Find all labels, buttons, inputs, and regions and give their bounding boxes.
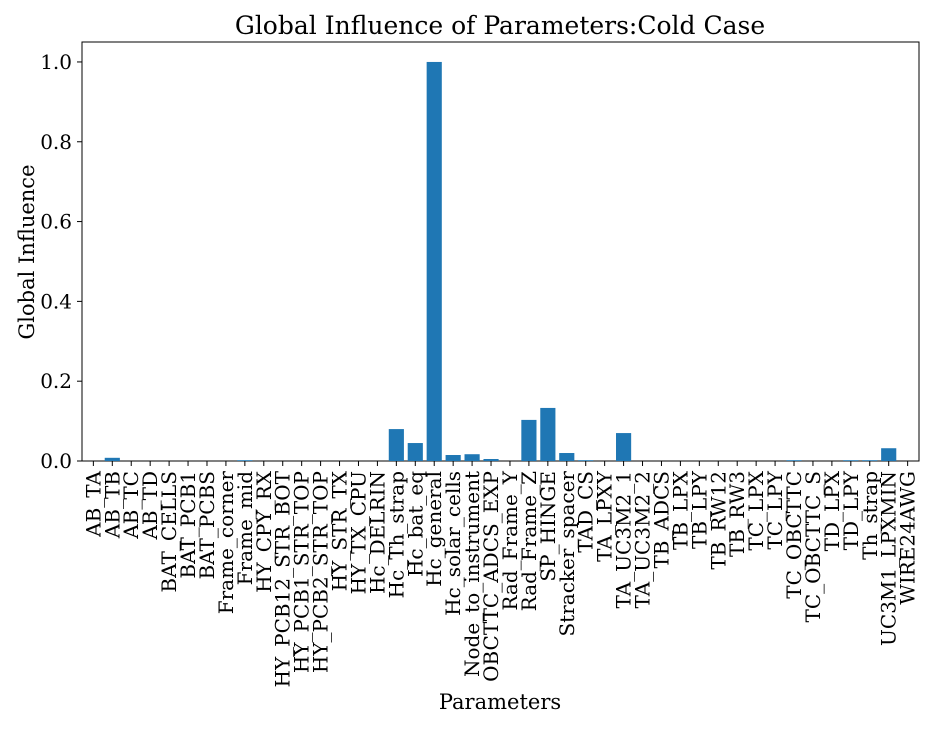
x-tick-label: Rad_Frame_Z [517,471,541,611]
plot-area [81,41,920,462]
y-tick-label: 0.6 [40,210,72,234]
x-tick-label: HY_TX_CPU [346,471,370,595]
x-tick-label: TC_LPY [763,470,787,549]
x-tick-label: Hc_DELRIN [365,471,389,594]
bar-rad-frame-z [521,419,537,461]
x-tick-label: WIRE24AWG [896,471,920,605]
bar-hc-solar-cells [445,455,461,461]
x-axis: AB_TAAB_TBAB_TCAB_TDBAT_CELLSBAT_PCB1BAT… [81,461,920,687]
x-tick-label: AB_TA [81,470,105,537]
x-tick-label: TA_LPXY [593,470,617,562]
x-tick-label: BAT_CELLS [157,471,181,593]
x-tick-label: TAD_CS [574,471,598,553]
bar-node-to-instrument [464,454,480,461]
x-tick-label: TA_UC3M2_2 [631,471,655,609]
bar-hc-general [426,61,442,461]
x-tick-label: TA_UC3M2_1 [612,471,636,609]
x-tick-label: AB_TB [100,471,124,539]
x-tick-label: TB_ADCS [649,471,673,569]
x-tick-label: Node_to_instrument [460,471,484,677]
plot-frame [81,41,920,462]
x-tick-label: TD_LPX [820,470,844,551]
x-tick-label: HY_CPY_RX [252,470,276,593]
y-axis: 0.0 0.2 0.4 0.6 0.8 1.0 [40,50,82,473]
x-tick-label: TB_RW12 [706,471,730,570]
x-tick-label: TB_LPY [687,470,711,549]
x-tick-label: Frame_mid [233,471,257,586]
x-tick-label: BAT_PCB1 [176,471,200,579]
x-tick-label: Hc_bat_eq [403,471,427,577]
bar-td-lpy [843,460,859,461]
x-tick-label: Hc_Th_strap [384,471,408,598]
x-tick-label: UC3M1_LPXMIN [877,471,901,646]
x-tick-label: TC_OBCTTC [782,471,806,599]
x-tick-label: HY_PCB1_STR_TOP [290,471,314,673]
x-tick-label: HY_PCB2_STR_TOP [309,471,333,673]
x-axis-label: Parameters [439,690,561,714]
y-tick-label: 0.0 [40,449,72,473]
x-tick-label: Hc_solar_cells [441,471,465,616]
bar-th-strap [862,460,878,461]
bar-obcttc-adcs-exp [483,459,499,461]
y-tick-label: 0.2 [40,369,72,393]
x-tick-label: TC_OBCTTC_S [801,471,825,622]
bar-stracker-spacer [559,453,575,461]
bar-ta-uc3m2-1 [616,433,632,461]
x-tick-label: Hc_general [422,471,446,587]
bar-ab-tb [104,457,120,461]
y-axis-label: Global Influence [15,165,39,340]
x-tick-label: Stracker_spacer [555,471,579,637]
x-tick-label: HY_PCB12_STR_BOT [271,470,295,687]
x-tick-label: AB_TC [119,471,143,540]
x-tick-label: OBCTTC_ADCS_EXP [479,471,503,682]
y-tick-label: 0.8 [40,130,72,154]
x-tick-label: Th_strap [858,471,882,560]
x-tick-label: TB_LPX [668,470,692,550]
y-tick-label: 1.0 [40,50,72,74]
y-tick-label: 0.4 [40,289,72,313]
x-tick-label: Rad_Frame_Y [498,470,522,610]
bar-sp-hinge [540,407,556,461]
x-tick-label: TB_RW3 [725,471,749,557]
x-tick-label: HY_STR_TX [328,470,352,591]
x-tick-label: SP_HINGE [536,471,560,582]
x-tick-label: Frame_corner [214,471,238,615]
bar-hc-bat-eq [407,443,423,461]
x-tick-label: AB_TD [138,471,162,541]
bar-tc-obcttc [786,460,802,461]
x-tick-label: TC_LPX [744,470,768,550]
bar-hc-th-strap [388,429,404,461]
x-tick-label: BAT_PCBS [195,471,219,580]
bar-frame-mid [237,460,253,461]
bar-tad-cs [578,460,594,461]
x-tick-label: TD_LPY [839,470,863,550]
bar-uc3m1-lpxmin [881,448,897,461]
bars-group [104,61,897,461]
chart-title: Global Influence of Parameters:Cold Case [235,11,765,40]
